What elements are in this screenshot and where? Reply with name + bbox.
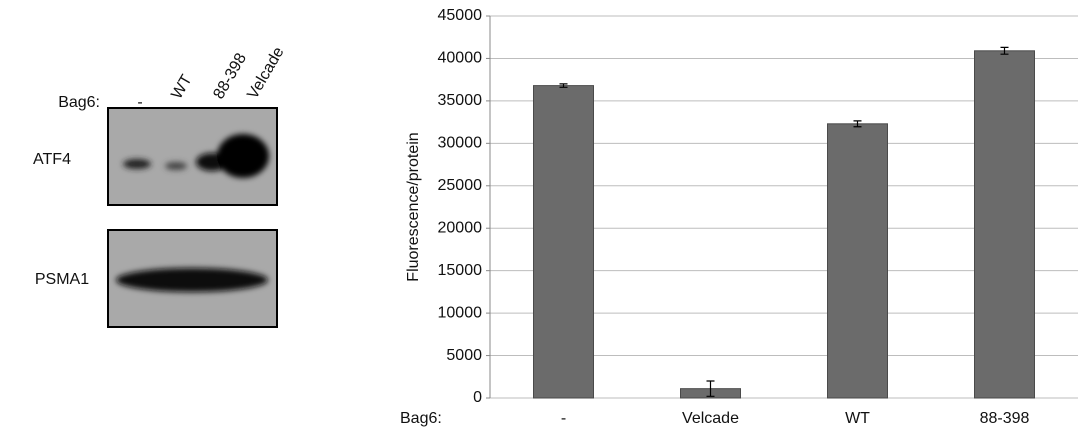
bands (116, 268, 268, 292)
row-label: Bag6: (58, 94, 100, 111)
y-tick-label: 0 (473, 389, 482, 406)
y-tick-label: 25000 (438, 177, 483, 194)
y-tick-label: 5000 (446, 347, 482, 364)
bar-chart: 0 5000 10000 15000 20000 25000 30000 35000 40000… (400, 7, 1078, 427)
y-tick-label: 15000 (438, 262, 483, 279)
x-tick-label: - (561, 410, 566, 427)
y-tick-label: 10000 (438, 304, 483, 321)
western-blot: Bag6: - WT 88-398 Velcade ATF4 PSMA1 (33, 44, 288, 327)
y-tick-label: 45000 (438, 7, 483, 24)
y-tick-label: 40000 (438, 50, 483, 67)
x-tick-label: WT (845, 410, 870, 427)
x-tick-label: 88-398 (980, 410, 1030, 427)
bar (828, 124, 888, 398)
bar (975, 51, 1035, 398)
band-label: PSMA1 (35, 271, 89, 288)
y-tick-label: 35000 (438, 92, 483, 109)
y-tick-label: 30000 (438, 135, 483, 152)
y-tick-label: 20000 (438, 219, 483, 236)
bar (534, 86, 594, 398)
x-axis-label: Bag6: (400, 410, 442, 427)
x-tick-label: Velcade (682, 410, 739, 427)
y-axis-label: Fluorescence/protein (405, 132, 422, 281)
figure: Bag6: - WT 88-398 Velcade ATF4 PSMA1 0 50… (0, 0, 1080, 434)
page: {"blot": {"row_label": "Bag6:", "lanes":… (0, 0, 1080, 434)
lane-label: Velcade (244, 44, 287, 102)
lane-label: WT (168, 72, 195, 102)
band-label: ATF4 (33, 151, 71, 168)
